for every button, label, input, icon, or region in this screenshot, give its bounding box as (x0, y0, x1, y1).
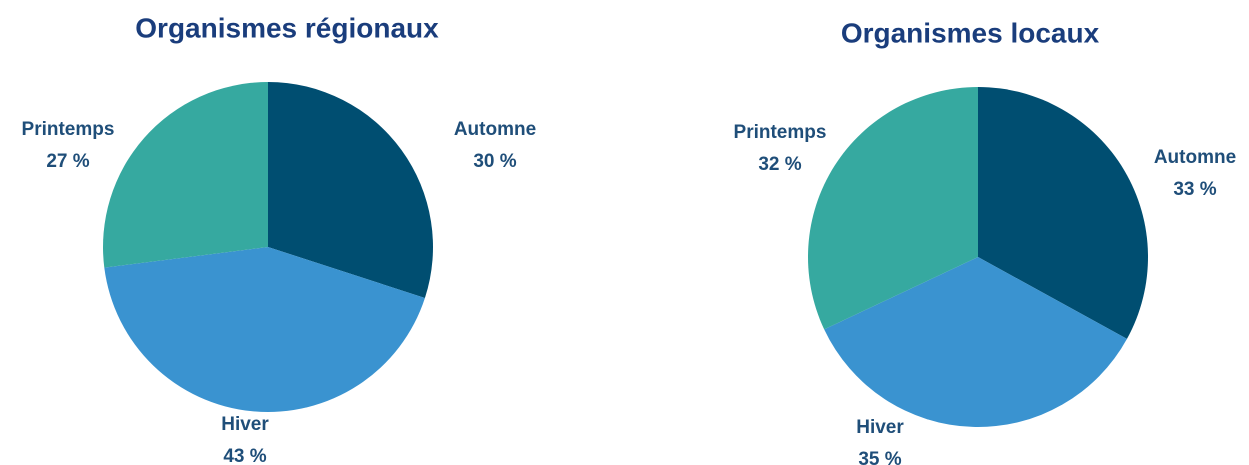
slice-category: Automne (454, 119, 536, 140)
slice-value: 35 % (858, 449, 901, 465)
slice-category: Hiver (856, 417, 904, 438)
slice-value: 30 % (473, 151, 516, 172)
chart-title: Organismes locaux (841, 17, 1100, 48)
pie-slice (102, 82, 268, 268)
slice-category: Hiver (221, 414, 269, 435)
slice-category: Printemps (22, 119, 115, 140)
pie-slice (268, 82, 433, 298)
pie-slice (808, 87, 978, 330)
pie-slice (824, 257, 1127, 428)
slice-value: 32 % (758, 154, 801, 175)
slice-value: 33 % (1173, 179, 1216, 200)
slice-category: Printemps (734, 122, 827, 143)
pie-slice (978, 87, 1148, 339)
chart-title: Organismes régionaux (135, 12, 439, 43)
slice-value: 27 % (46, 151, 89, 172)
pie-slice (104, 247, 425, 412)
slice-category: Automne (1154, 147, 1236, 168)
slice-value: 43 % (223, 446, 266, 465)
